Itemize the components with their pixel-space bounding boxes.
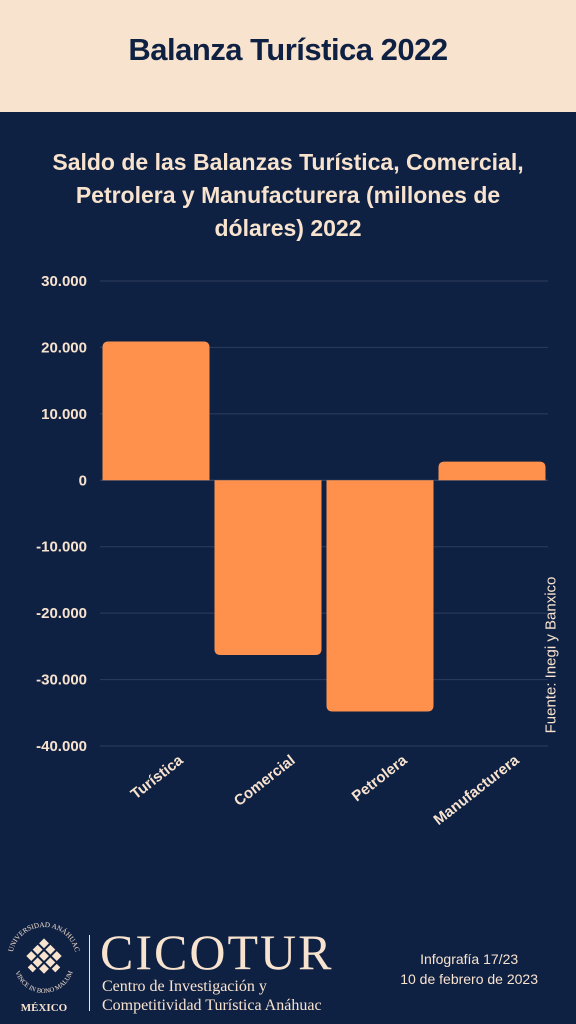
cicotur-subtitle-line2: Competitividad Turística Anáhuac <box>102 997 322 1014</box>
footer-divider <box>89 935 90 1011</box>
x-tick-label: Petrolera <box>349 751 411 805</box>
bar-petrolera <box>326 480 434 712</box>
bar-comercial <box>214 480 322 655</box>
x-tick-label: Comercial <box>231 752 299 810</box>
cicotur-logo-text: CICOTUR <box>100 924 334 980</box>
bar-turstica <box>102 341 210 481</box>
x-axis-labels: Turística Comercial Petrolera Manufacturera <box>128 751 523 828</box>
y-axis-ticks: 30.000 20.000 10.000 0 -10.000 -20.000 -30.000… <box>36 273 87 755</box>
publication-date: 10 de febrero de 2023 <box>400 971 538 987</box>
infographic-number: Infografía 17/23 <box>420 951 519 967</box>
bar-chart: 30.000 20.000 10.000 0 -10.000 -20.000 -30.000… <box>36 273 548 829</box>
footer: UNIVERSIDAD ANÁHUAC VINCE IN BONO MALUM … <box>0 905 576 1024</box>
y-tick-label: 10.000 <box>41 406 87 423</box>
y-tick-label: -20.000 <box>36 605 87 622</box>
x-tick-label: Turística <box>128 751 187 803</box>
chart-title: Saldo de las Balanzas Turística, Comerci… <box>52 149 524 241</box>
y-tick-label: 30.000 <box>41 273 87 290</box>
x-tick-label: Manufacturera <box>431 751 523 828</box>
y-tick-label: -40.000 <box>36 738 87 755</box>
bar-manufacturera <box>438 461 546 481</box>
page-title: Balanza Turística 2022 <box>128 32 448 67</box>
y-tick-label: 0 <box>79 472 87 489</box>
chart-bars <box>102 341 546 712</box>
header-banner: Balanza Turística 2022 <box>0 0 576 112</box>
y-tick-label: -30.000 <box>36 672 87 689</box>
y-tick-label: 20.000 <box>41 339 87 356</box>
anahuac-seal-logo: UNIVERSIDAD ANÁHUAC VINCE IN BONO MALUM … <box>7 921 81 1013</box>
source-note: Fuente: Inegi y Banxico <box>542 576 560 734</box>
infographic-info: Infografía 17/23 10 de febrero de 2023 <box>400 949 538 989</box>
svg-text:MÉXICO: MÉXICO <box>21 1002 68 1013</box>
cicotur-subtitle-line1: Centro de Investigación y <box>102 978 267 995</box>
y-tick-label: -10.000 <box>36 539 87 556</box>
